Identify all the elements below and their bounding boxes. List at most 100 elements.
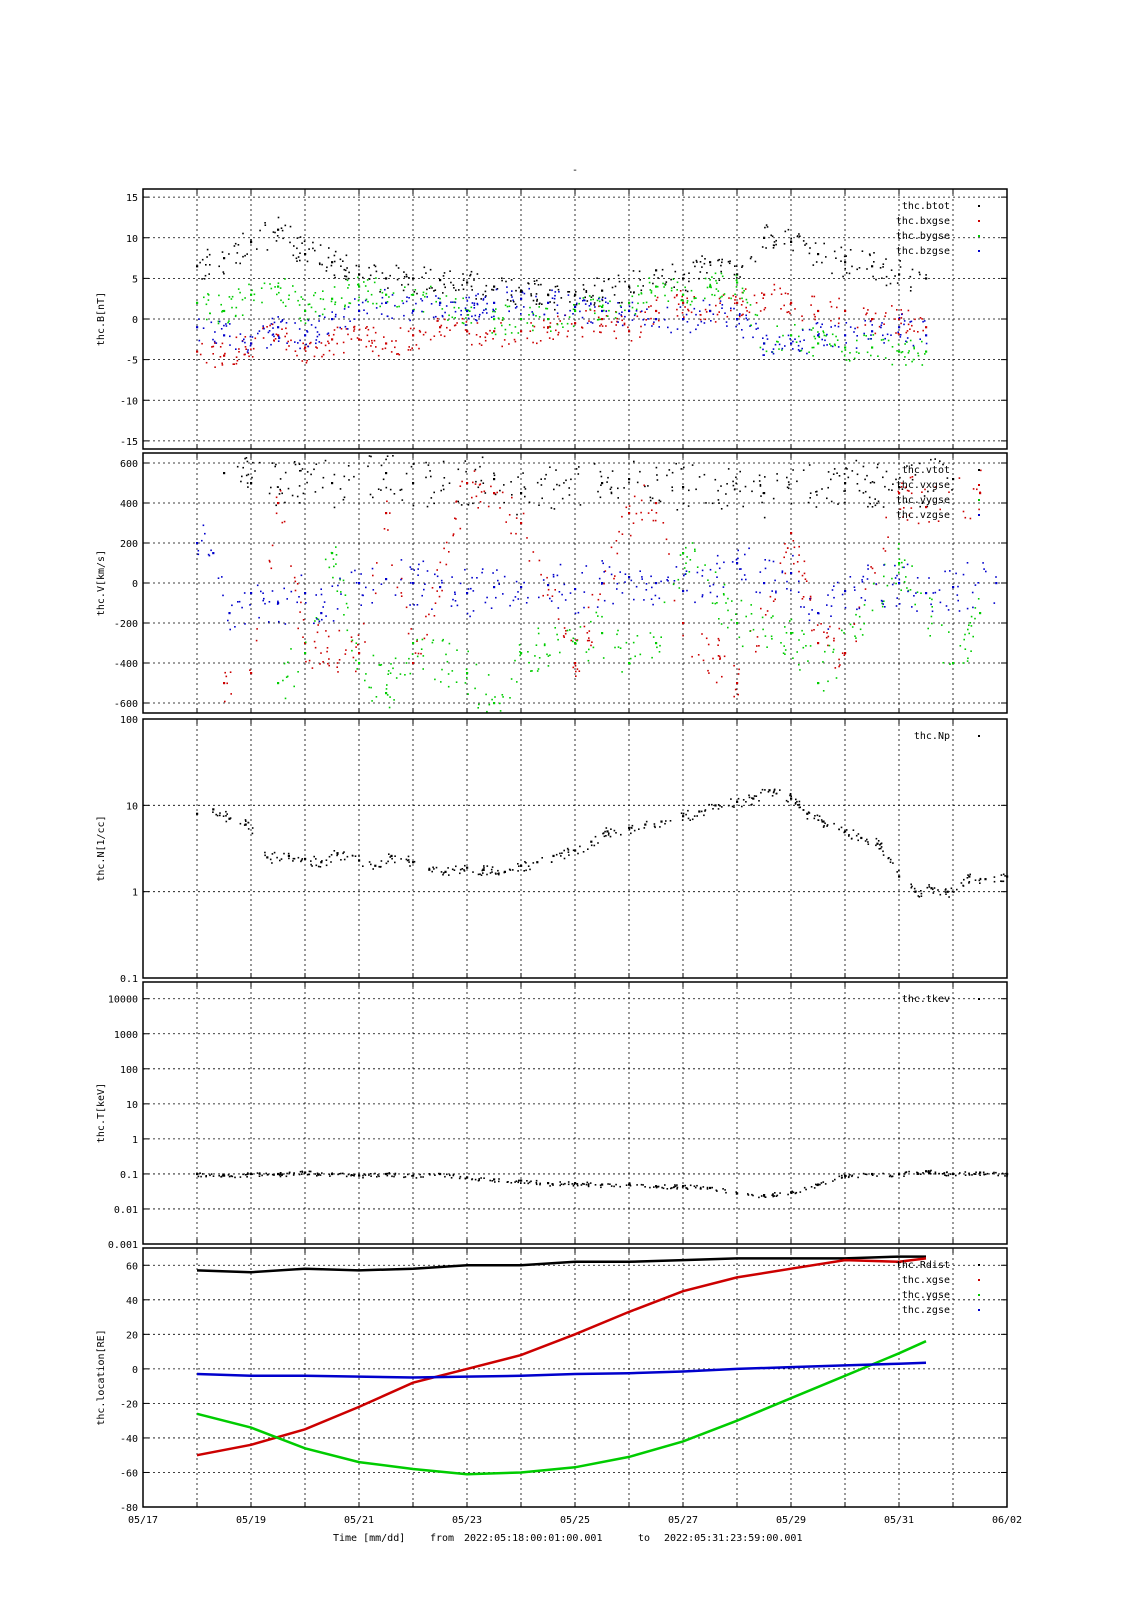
data-point — [860, 597, 863, 599]
data-point — [422, 294, 424, 296]
data-point — [926, 505, 929, 508]
data-point — [928, 577, 930, 579]
data-point — [830, 500, 833, 503]
data-point — [399, 489, 402, 491]
data-point — [221, 364, 224, 366]
data-point — [247, 1172, 249, 1174]
data-point — [968, 1172, 970, 1175]
data-point — [887, 339, 890, 342]
data-point — [470, 587, 472, 590]
data-point — [287, 661, 289, 664]
data-point — [899, 266, 902, 268]
data-point — [568, 494, 571, 496]
data-point — [790, 618, 793, 621]
data-point — [444, 286, 446, 289]
data-point — [919, 462, 921, 465]
data-point — [897, 547, 900, 550]
data-point — [315, 594, 317, 596]
y-tick-label: 10 — [126, 801, 138, 812]
data-point — [561, 322, 563, 325]
data-point — [535, 1181, 538, 1184]
data-point — [203, 278, 206, 280]
data-point — [293, 245, 295, 247]
data-point — [891, 305, 893, 307]
data-point — [792, 1191, 795, 1194]
data-point — [789, 620, 791, 622]
y-tick-label: 1 — [132, 888, 138, 899]
data-point — [596, 319, 599, 321]
data-point — [212, 1175, 215, 1177]
data-point — [838, 1175, 841, 1178]
data-point — [562, 1183, 565, 1186]
data-point — [302, 619, 305, 621]
data-point — [867, 568, 869, 570]
data-point — [764, 307, 767, 309]
data-point — [607, 278, 610, 281]
data-point — [430, 475, 432, 478]
data-point — [314, 646, 317, 649]
data-point — [670, 278, 672, 281]
data-point — [348, 271, 350, 274]
data-point — [970, 650, 972, 652]
data-point — [721, 675, 723, 678]
data-point — [816, 624, 819, 626]
data-point — [590, 321, 592, 323]
data-point — [439, 301, 442, 304]
data-point — [601, 632, 604, 635]
data-point — [277, 1172, 280, 1176]
data-point — [434, 1174, 436, 1176]
data-point — [735, 296, 737, 298]
data-point — [273, 339, 275, 341]
data-point — [238, 348, 240, 350]
data-point — [737, 557, 739, 560]
data-point — [331, 482, 334, 485]
data-point — [410, 465, 413, 468]
data-point — [506, 286, 508, 288]
data-point — [327, 635, 330, 638]
data-point — [464, 307, 467, 309]
data-point — [367, 290, 369, 292]
data-point — [266, 249, 269, 251]
data-point — [353, 318, 356, 320]
data-point — [485, 332, 487, 334]
data-point — [701, 594, 704, 596]
data-point — [909, 321, 911, 323]
data-point — [451, 670, 454, 672]
data-point — [676, 509, 679, 511]
data-point — [734, 265, 736, 267]
data-point — [222, 594, 224, 597]
data-point — [797, 804, 799, 806]
data-point — [772, 1193, 774, 1195]
data-point — [201, 258, 204, 261]
data-point — [914, 603, 916, 606]
data-point — [561, 593, 563, 596]
y-tick-label: 0 — [132, 1365, 138, 1376]
data-point — [390, 854, 393, 858]
data-point — [926, 886, 929, 889]
data-point — [433, 868, 435, 870]
data-point — [442, 638, 444, 641]
data-point — [804, 244, 806, 246]
data-point — [823, 242, 825, 245]
data-point — [405, 662, 408, 664]
data-point — [914, 474, 917, 476]
data-point — [833, 343, 836, 346]
data-point — [575, 639, 577, 642]
data-point — [514, 307, 517, 309]
data-point — [628, 1183, 631, 1186]
data-point — [561, 497, 564, 500]
data-point — [735, 265, 738, 267]
data-point — [593, 284, 596, 287]
data-point — [304, 592, 307, 595]
data-point — [881, 322, 883, 324]
data-point — [778, 336, 781, 338]
data-point — [920, 895, 923, 897]
data-point — [675, 462, 677, 465]
y-axis-label: thc.V[km/s] — [96, 550, 107, 616]
data-point — [686, 1187, 688, 1189]
data-point — [939, 601, 942, 604]
data-point — [864, 319, 866, 322]
data-point — [523, 306, 525, 308]
